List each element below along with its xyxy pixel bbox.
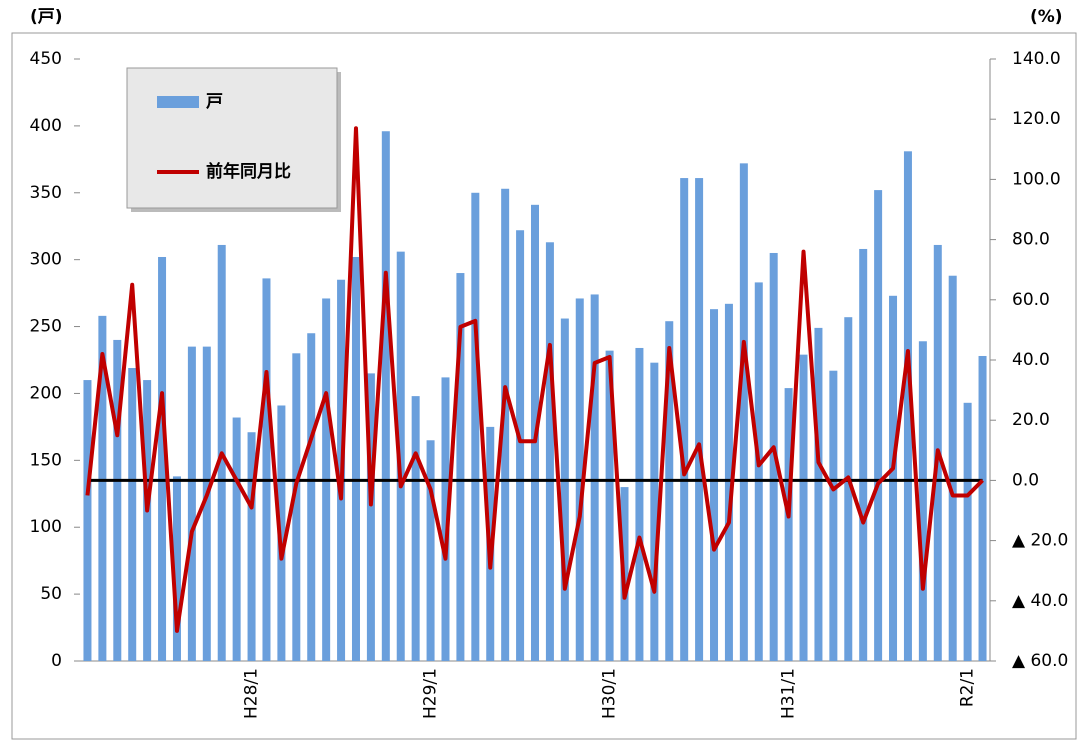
bar xyxy=(948,275,957,661)
bar xyxy=(545,242,554,661)
legend-swatch xyxy=(157,96,199,108)
bar xyxy=(351,256,360,661)
bar xyxy=(695,178,704,661)
y-tick-label: 400 xyxy=(30,116,62,136)
bar xyxy=(978,355,987,661)
y2-tick-label: 20.0 xyxy=(1012,410,1050,430)
bar xyxy=(172,476,181,661)
y-tick-label: 250 xyxy=(30,317,62,337)
bar xyxy=(381,131,390,662)
bar xyxy=(874,190,883,661)
legend-box xyxy=(126,67,338,209)
y2-tick-label: 80.0 xyxy=(1012,230,1050,250)
bar xyxy=(158,256,167,661)
bar xyxy=(903,151,912,661)
bar xyxy=(426,440,435,661)
y2-axis-unit: (%) xyxy=(1030,7,1063,27)
y-tick-label: 150 xyxy=(30,450,62,470)
bar xyxy=(128,368,137,661)
x-tick-label: H28/1 xyxy=(242,668,262,719)
bar xyxy=(680,178,689,661)
bar xyxy=(650,362,659,661)
x-tick-label: H31/1 xyxy=(779,668,799,719)
bar xyxy=(635,347,644,661)
x-tick-label: R2/1 xyxy=(958,668,978,707)
bar xyxy=(859,248,868,661)
chart-frame xyxy=(11,32,1077,740)
bar xyxy=(590,294,599,661)
y-tick-label: 350 xyxy=(30,183,62,203)
bar xyxy=(799,354,808,661)
y2-tick-label: 0.0 xyxy=(1012,470,1039,490)
bar xyxy=(202,346,211,661)
bar xyxy=(262,278,271,661)
y-tick-label: 200 xyxy=(30,383,62,403)
bar xyxy=(918,341,927,661)
bar xyxy=(277,405,286,661)
y2-tick-label: 140.0 xyxy=(1012,49,1061,69)
bar xyxy=(516,230,525,662)
bar xyxy=(814,327,823,661)
bar xyxy=(292,353,301,661)
bar xyxy=(441,377,450,661)
y2-tick-label: 40.0 xyxy=(1012,350,1050,370)
bar xyxy=(889,295,898,661)
bar xyxy=(456,273,465,661)
y-tick-label: 300 xyxy=(30,250,62,270)
y-tick-label: 50 xyxy=(40,584,62,604)
bar xyxy=(232,417,241,661)
y-tick-label: 450 xyxy=(30,49,62,69)
bar xyxy=(396,251,405,661)
x-tick-label: H29/1 xyxy=(421,668,441,719)
y2-tick-label: 60.0 xyxy=(1012,290,1050,310)
bar xyxy=(784,388,793,661)
y2-tick-label: 120.0 xyxy=(1012,109,1061,129)
bar xyxy=(710,309,719,661)
bar xyxy=(187,346,196,661)
bar xyxy=(844,317,853,661)
bar xyxy=(471,192,480,661)
y-tick-label: 100 xyxy=(30,517,62,537)
bar xyxy=(754,282,763,661)
bar xyxy=(739,163,748,661)
bar xyxy=(724,303,733,661)
bar xyxy=(963,402,972,661)
bar xyxy=(307,333,316,661)
bar xyxy=(769,252,778,661)
bar xyxy=(411,396,420,661)
bar xyxy=(366,373,375,661)
bar xyxy=(83,380,92,661)
y2-tick-label: ▲ 60.0 xyxy=(1012,651,1068,671)
y-axis-unit: (戸) xyxy=(30,7,63,27)
bar xyxy=(143,380,152,661)
bar xyxy=(98,315,107,661)
bar xyxy=(605,350,614,661)
bar xyxy=(113,339,122,661)
bar xyxy=(665,321,674,661)
line xyxy=(85,126,984,633)
bar xyxy=(829,370,838,661)
y2-tick-label: ▲ 20.0 xyxy=(1012,531,1068,551)
legend-label: 前年同月比 xyxy=(206,161,291,182)
y2-tick-label: 100.0 xyxy=(1012,169,1061,189)
y2-tick-label: ▲ 40.0 xyxy=(1012,591,1068,611)
x-tick-label: H30/1 xyxy=(600,668,620,719)
bar xyxy=(560,318,569,661)
legend-label: 戸 xyxy=(206,92,223,112)
y-tick-label: 0 xyxy=(51,651,62,671)
bar xyxy=(247,432,256,661)
bar xyxy=(501,188,510,661)
